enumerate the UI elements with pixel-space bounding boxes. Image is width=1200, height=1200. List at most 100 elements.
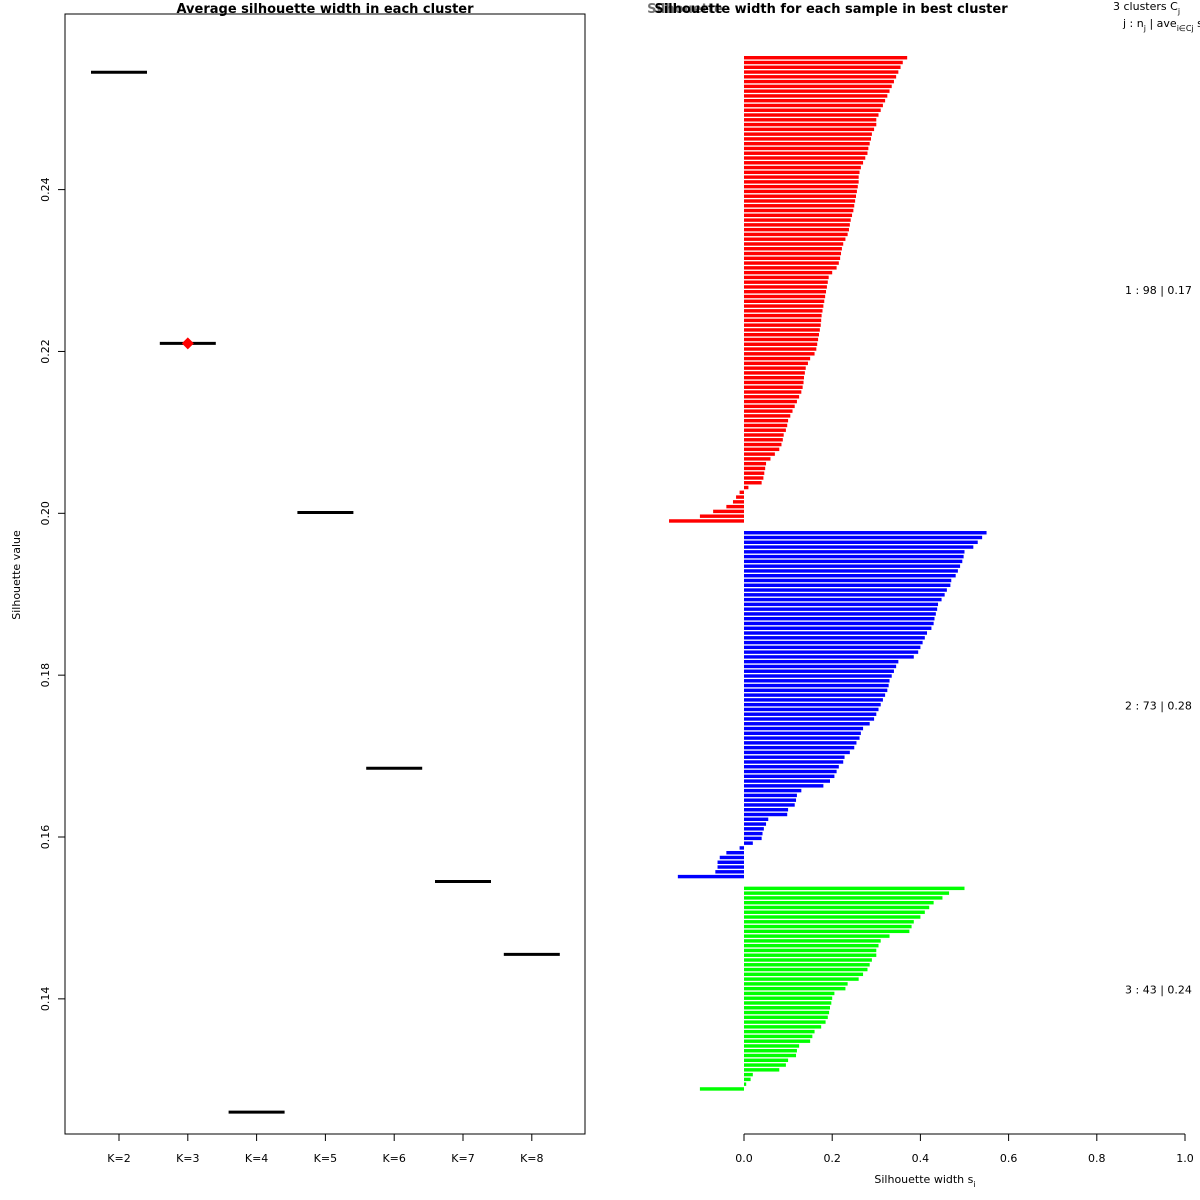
silhouette-bar bbox=[744, 886, 965, 891]
silhouette-bar bbox=[744, 194, 857, 198]
silhouette-bar bbox=[744, 574, 956, 578]
legend-header-line1-sub: j bbox=[1177, 7, 1180, 16]
silhouette-bar bbox=[744, 755, 845, 759]
silhouette-bar bbox=[744, 180, 859, 184]
silhouette-bar bbox=[744, 745, 855, 750]
silhouette-bar bbox=[744, 1049, 797, 1053]
left-x-tick-label: K=8 bbox=[520, 1152, 543, 1165]
silhouette-bar bbox=[744, 986, 846, 991]
silhouette-bar bbox=[744, 910, 925, 914]
silhouette-bar bbox=[744, 390, 802, 394]
silhouette-bar bbox=[744, 808, 789, 812]
silhouette-bar bbox=[739, 846, 744, 850]
silhouette-bar bbox=[744, 769, 837, 774]
silhouette-bar bbox=[744, 669, 894, 673]
silhouette-bar bbox=[744, 1082, 747, 1086]
left-y-tick-label: 0.20 bbox=[39, 501, 52, 526]
silhouette-bar bbox=[744, 466, 766, 471]
silhouette-bar bbox=[744, 948, 877, 953]
legend-header-line2-sub: j bbox=[1143, 24, 1146, 33]
left-x-tick-label: K=4 bbox=[245, 1152, 268, 1165]
silhouette-bar bbox=[744, 309, 823, 313]
silhouette-bar bbox=[744, 726, 864, 731]
silhouette-bar bbox=[744, 414, 791, 418]
silhouette-bar bbox=[744, 266, 837, 270]
silhouette-bar bbox=[744, 108, 881, 112]
silhouette-bar bbox=[744, 640, 923, 645]
left-y-tick-label: 0.18 bbox=[39, 663, 52, 688]
legend-header-line2-sub2: i∈Cj bbox=[1177, 24, 1194, 33]
left-x-tick-label: K=6 bbox=[382, 1152, 405, 1165]
silhouette-bar bbox=[744, 891, 950, 895]
silhouette-bar bbox=[744, 798, 797, 802]
silhouette-bar bbox=[744, 189, 857, 194]
silhouette-bar bbox=[744, 588, 947, 592]
silhouette-bar bbox=[744, 760, 844, 764]
silhouette-bar bbox=[717, 865, 744, 869]
silhouette-bar bbox=[744, 371, 805, 375]
silhouette-bar bbox=[744, 683, 889, 688]
silhouette-bar bbox=[744, 218, 851, 222]
silhouette-bar bbox=[744, 170, 860, 175]
silhouette-bar bbox=[744, 318, 822, 323]
silhouette-bar bbox=[744, 977, 859, 981]
silhouette-bar bbox=[744, 920, 914, 924]
silhouette-bar bbox=[744, 1001, 832, 1005]
left-y-tick-label: 0.16 bbox=[39, 825, 52, 850]
silhouette-bar bbox=[744, 774, 835, 779]
right-chart-overlap-title: Silhouette bbox=[647, 2, 723, 17]
silhouette-bar bbox=[699, 514, 744, 518]
left-x-tick-label: K=3 bbox=[176, 1152, 199, 1165]
silhouette-bar bbox=[744, 461, 767, 466]
cluster-legend: 1 : 98 | 0.17 2 : 73 | 0.28 3 : 43 | 0.24 bbox=[1125, 284, 1192, 996]
silhouette-bar bbox=[744, 332, 819, 337]
avg-silhouette-chart: Average silhouette width in each cluster… bbox=[10, 2, 586, 1165]
silhouette-bar bbox=[744, 161, 864, 165]
legend-header-line2-main: j : n bbox=[1122, 17, 1144, 30]
silhouette-bar bbox=[744, 550, 965, 554]
silhouette-bar bbox=[744, 991, 835, 996]
silhouette-bar bbox=[744, 313, 822, 318]
silhouette-bar bbox=[744, 481, 762, 485]
silhouette-bar bbox=[744, 967, 868, 972]
silhouette-bar bbox=[744, 65, 901, 69]
silhouette-bar bbox=[744, 208, 854, 213]
silhouette-bar bbox=[744, 659, 899, 664]
silhouette-bar bbox=[744, 423, 788, 428]
left-x-tick-label: K=2 bbox=[107, 1152, 130, 1165]
silhouette-bar bbox=[744, 1006, 830, 1010]
silhouette-bar bbox=[744, 1039, 811, 1043]
legend-header-line2: j : nj | avei∈Cj s bbox=[1122, 17, 1200, 33]
silhouette-bar bbox=[744, 793, 797, 798]
silhouette-bar bbox=[744, 958, 872, 962]
silhouette-bar bbox=[744, 213, 853, 218]
silhouette-bar bbox=[744, 731, 861, 736]
silhouette-bar bbox=[744, 457, 771, 461]
silhouette-bar bbox=[732, 500, 744, 504]
best-k-marker bbox=[181, 337, 194, 350]
silhouette-bar bbox=[744, 934, 890, 938]
silhouette-bar bbox=[744, 996, 833, 1000]
silhouette-bar bbox=[744, 712, 877, 716]
silhouette-bar bbox=[744, 841, 753, 845]
silhouette-bar bbox=[744, 963, 870, 967]
silhouette-bar bbox=[744, 399, 797, 404]
silhouette-bar bbox=[744, 294, 826, 299]
silhouette-bar bbox=[744, 1025, 822, 1029]
silhouette-bar bbox=[744, 650, 919, 654]
silhouette-bar bbox=[744, 593, 945, 597]
silhouette-bar bbox=[744, 452, 775, 456]
silhouette-bar bbox=[744, 750, 850, 755]
silhouette-bar bbox=[744, 1044, 800, 1048]
silhouette-bar bbox=[744, 251, 842, 256]
silhouette-bar bbox=[744, 247, 842, 251]
silhouette-bar bbox=[744, 827, 764, 831]
silhouette-bar bbox=[744, 531, 987, 535]
silhouette-bar bbox=[744, 137, 872, 141]
silhouette-bar bbox=[744, 569, 958, 573]
silhouette-bar bbox=[744, 1053, 797, 1058]
silhouette-bar bbox=[744, 275, 829, 280]
right-x-tick-label: 0.8 bbox=[1088, 1152, 1106, 1165]
silhouette-bar bbox=[744, 232, 848, 237]
cluster-legend-label: 1 : 98 | 0.17 bbox=[1125, 284, 1192, 297]
